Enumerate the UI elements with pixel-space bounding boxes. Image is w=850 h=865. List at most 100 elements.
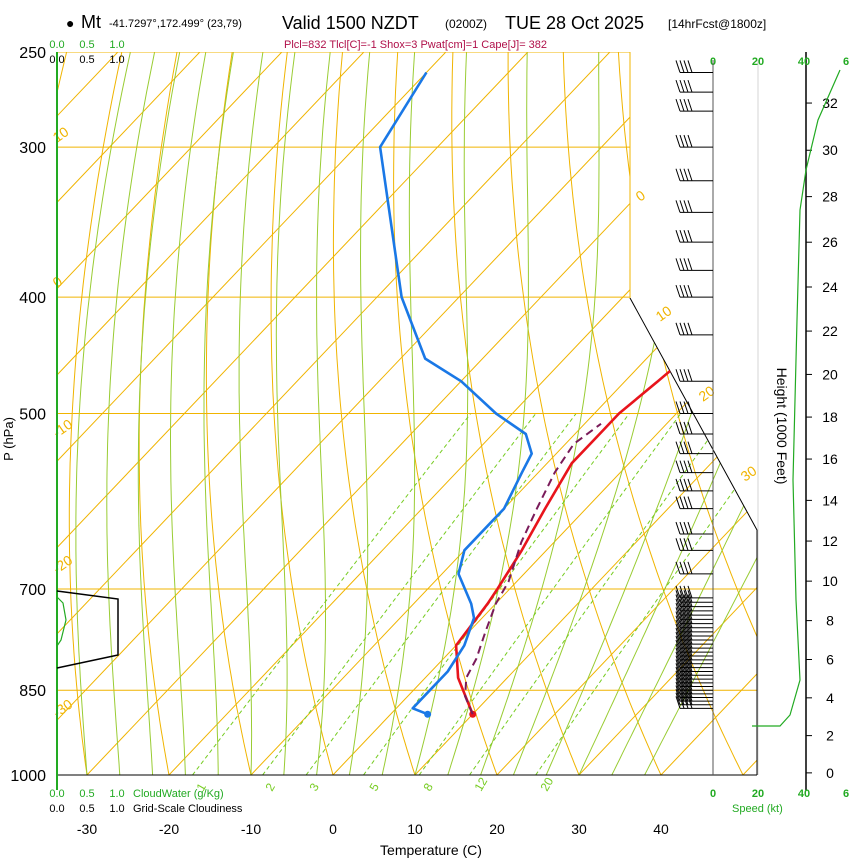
wind-barb-feather [684,169,688,181]
wind-barb-feather [688,135,692,147]
height-tick-label: 22 [822,323,838,339]
height-tick-label: 32 [822,95,838,111]
wind-barb-feather [688,230,692,242]
wind-panel [676,60,840,775]
cloudwater-label: CloudWater (g/Kg) [133,788,224,800]
height-tick-label: 30 [822,142,838,158]
wind-barb-feather [676,461,680,473]
wind-barb [676,80,713,92]
chart-zulu: (0200Z) [445,17,487,31]
station-location: -41.7297°,172.499° (23,79) [109,18,242,30]
wind-barb-feather [688,169,692,181]
moist-adiabat-line [481,31,599,775]
wind-barb-feather [676,60,680,72]
wind-barb-feather [680,169,684,181]
wind-barb-feather [680,562,684,574]
wind-barb-feather [676,230,680,242]
wind-barb-feather [680,80,684,92]
x-tick-label: 30 [571,821,587,837]
chart-valid: Valid 1500 NZDT [282,13,419,33]
wind-barb-feather [676,538,680,550]
wind-barb-feather [676,285,680,297]
wind-barb-feather [676,135,680,147]
wind-barb-feather [684,562,688,574]
height-tick-label: 24 [822,279,838,295]
mixing-ratio-label: 3 [306,780,322,793]
top-cloudwater-tick: 1.0 [109,39,124,51]
bottom-cloudwater-tick: 1.0 [109,788,124,800]
dry-adiabat-line [508,31,673,801]
wind-barb-feather [684,369,688,381]
wind-barb-feather [680,538,684,550]
wind-barb [676,522,713,534]
wind-barb-feather [684,497,688,509]
moist-adiabat-line [76,31,135,775]
moist-adiabat-line [579,31,850,775]
mixing-ratio-label: 2 [262,780,278,793]
x-axis-title: Temperature (C) [380,842,482,858]
wind-barb-feather [688,497,692,509]
moist-adiabat-line [317,31,333,775]
wind-barb-feather [684,522,688,534]
wind-barb [676,200,713,212]
wind-speed-label: Speed (kt) [732,803,783,815]
y-axis-title: P (hPa) [1,417,16,461]
mixing-ratio-line [470,414,728,776]
wind-barb-feather [688,285,692,297]
wind-barb [676,323,713,335]
wind-barb-feather [680,99,684,111]
wind-barb-feather [676,522,680,534]
mixing-ratio-line [306,414,576,776]
moist-adiabat-line [645,31,850,775]
height-tick-label: 14 [822,492,838,508]
moist-adiabat-line [546,31,775,775]
moist-adiabat-line [276,31,298,775]
bottom-cloudiness-tick: 0.5 [79,803,94,815]
height-tick-label: 2 [826,728,834,744]
top-wind-tick: 6 [843,56,849,68]
wind-barb [676,60,713,72]
isotherm-line [0,31,630,801]
wind-barb-feather [688,258,692,270]
bottom-cloudiness-tick: 1.0 [109,803,124,815]
wind-barb [676,369,713,381]
wind-barb-feather [676,479,680,491]
x-tick-label: 10 [407,821,423,837]
wind-barb-feather [680,135,684,147]
wind-barb-feather [688,200,692,212]
x-tick-label: 20 [489,821,505,837]
mixing-ratio-label: 5 [366,780,382,793]
wind-barb [676,422,713,434]
height-tick-label: 8 [826,613,834,629]
height-tick-label: 16 [822,451,838,467]
wind-barb-feather [684,99,688,111]
dry-adiabat-line [139,31,181,801]
bottom-wind-tick: 6 [843,788,849,800]
height-tick-label: 6 [826,652,834,668]
wind-barb [676,99,713,111]
wind-barb [676,230,713,242]
bottom-wind-tick: 40 [798,788,810,800]
isotherm-label: 10 [50,123,72,145]
x-tick-label: -20 [159,821,179,837]
wind-barb [676,135,713,147]
moist-adiabat-line [448,31,529,775]
moist-adiabat-line [138,31,184,775]
isotherm-label: 20 [696,382,718,404]
series-dewpoint-surface-point [424,711,431,718]
dry-adiabat-line [781,31,850,801]
height-tick-label: 26 [822,234,838,250]
mixing-ratio-line [419,414,681,776]
wind-barb-feather [684,258,688,270]
cloudwater-profile [57,597,66,646]
isotherm-label: 10 [653,302,675,324]
pressure-tick-label: 850 [19,683,46,700]
wind-barb-feather [680,402,684,414]
wind-barb-feather [680,497,684,509]
wind-barb-feather [676,80,680,92]
x-tick-label: 0 [329,821,337,837]
isotherm-label: -20 [50,552,76,577]
x-tick-label: -10 [241,821,261,837]
